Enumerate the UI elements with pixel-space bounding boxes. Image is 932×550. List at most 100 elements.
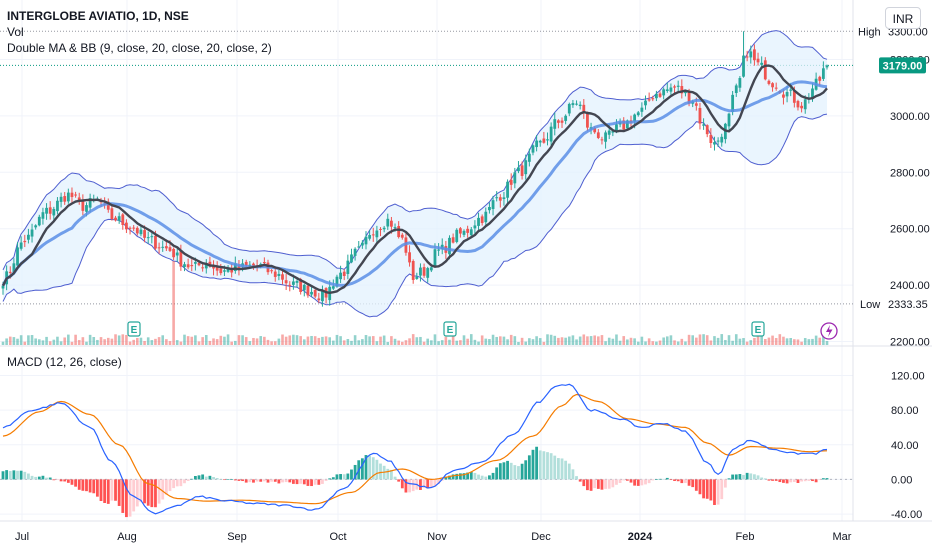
volume-bar xyxy=(1,341,5,345)
candle xyxy=(321,285,324,307)
candle-body xyxy=(665,89,669,91)
chart-title: INTERGLOBE AVIATIO, 1D, NSE xyxy=(7,9,189,23)
macd-histogram-bar xyxy=(607,479,611,489)
bb-upper-line xyxy=(2,30,828,271)
macd-histogram-bar xyxy=(662,478,666,480)
volume-bar xyxy=(317,337,321,345)
candle-body xyxy=(154,235,157,249)
macd-histogram-bar xyxy=(419,479,422,490)
candle xyxy=(560,117,564,128)
volume-bar xyxy=(713,336,716,345)
volume-bar xyxy=(342,340,346,345)
candle-body xyxy=(535,140,539,148)
candle xyxy=(502,191,506,206)
candle xyxy=(713,136,716,151)
volume-bar xyxy=(306,336,310,345)
candle xyxy=(281,270,284,285)
macd-histogram-bar xyxy=(386,468,390,480)
candle-body xyxy=(393,227,397,229)
candle-body xyxy=(698,107,702,124)
candle xyxy=(52,206,56,220)
candle-body xyxy=(30,229,34,237)
macd-histogram-bar xyxy=(720,479,724,500)
volume-bar xyxy=(800,341,803,345)
candle xyxy=(157,242,161,254)
volume-bar xyxy=(582,334,586,345)
currency-button[interactable]: INR xyxy=(885,7,921,29)
candle-body xyxy=(462,230,466,235)
candle-body xyxy=(204,263,208,269)
candle xyxy=(175,246,179,262)
candle xyxy=(662,87,666,100)
macd-histogram-bar xyxy=(582,479,586,487)
volume-bars xyxy=(1,261,829,345)
volume-bar xyxy=(615,334,618,345)
candle xyxy=(146,231,150,244)
volume-bar xyxy=(106,337,110,345)
candle-body xyxy=(527,153,531,162)
candle xyxy=(77,192,81,205)
candle xyxy=(658,91,662,98)
candle xyxy=(455,228,459,244)
volume-bar xyxy=(88,334,92,345)
macd-histogram-bar xyxy=(23,471,27,480)
volume-bar xyxy=(567,336,571,345)
candle xyxy=(756,52,760,66)
candle-body xyxy=(368,235,372,239)
candle xyxy=(81,194,85,216)
candle xyxy=(513,167,517,189)
volume-bar xyxy=(611,338,615,345)
candle-body xyxy=(734,85,738,93)
candle-body xyxy=(248,264,252,266)
macd-histogram-bar xyxy=(527,455,531,480)
candle-body xyxy=(636,112,640,116)
macd-histogram-bar xyxy=(753,474,756,480)
macd-histogram-bar xyxy=(578,479,582,482)
candle-body xyxy=(473,225,477,229)
macd-histogram-bar xyxy=(157,479,161,504)
macd-histogram-bar xyxy=(204,476,208,480)
macd-histogram-bar xyxy=(125,479,128,518)
low-value: 2333.35 xyxy=(888,299,928,311)
candle-body xyxy=(789,89,793,91)
candle-body xyxy=(66,192,70,202)
candle xyxy=(531,144,535,156)
candle xyxy=(350,248,353,264)
candle-body xyxy=(586,112,589,128)
candle-body xyxy=(284,280,288,284)
time-tick-label: Mar xyxy=(833,531,852,543)
candle xyxy=(702,118,705,130)
candle xyxy=(237,259,241,276)
volume-bar xyxy=(469,334,473,345)
volume-bar xyxy=(85,341,88,345)
macd-histogram-bar xyxy=(615,479,618,485)
macd-histogram-bar xyxy=(281,479,284,483)
candle xyxy=(564,114,568,125)
candle xyxy=(488,202,491,214)
volume-bar xyxy=(390,336,393,345)
candle-body xyxy=(469,229,473,236)
candle-body xyxy=(448,237,451,255)
candle-body xyxy=(226,268,230,272)
bb-fill xyxy=(3,30,828,317)
volume-bar xyxy=(266,339,270,345)
candle-body xyxy=(175,252,179,256)
volume-bar xyxy=(186,336,190,345)
macd-histogram-bar xyxy=(284,479,288,483)
macd-histogram-bar xyxy=(553,455,557,480)
macd-histogram-bar xyxy=(30,475,34,480)
macd-histogram-bar xyxy=(197,475,201,480)
candle-body xyxy=(193,262,197,264)
macd-histogram-bar xyxy=(455,473,459,480)
candle-body xyxy=(353,248,357,256)
candle-body xyxy=(63,196,67,202)
candle xyxy=(360,240,364,249)
candle-body xyxy=(644,100,647,106)
macd-histogram-bar xyxy=(48,477,52,480)
macd-histogram-bar xyxy=(212,477,215,480)
candle-body xyxy=(455,229,459,242)
volume-bar xyxy=(197,341,201,345)
volume-bar xyxy=(771,335,774,345)
macd-histogram-bar xyxy=(88,479,92,493)
